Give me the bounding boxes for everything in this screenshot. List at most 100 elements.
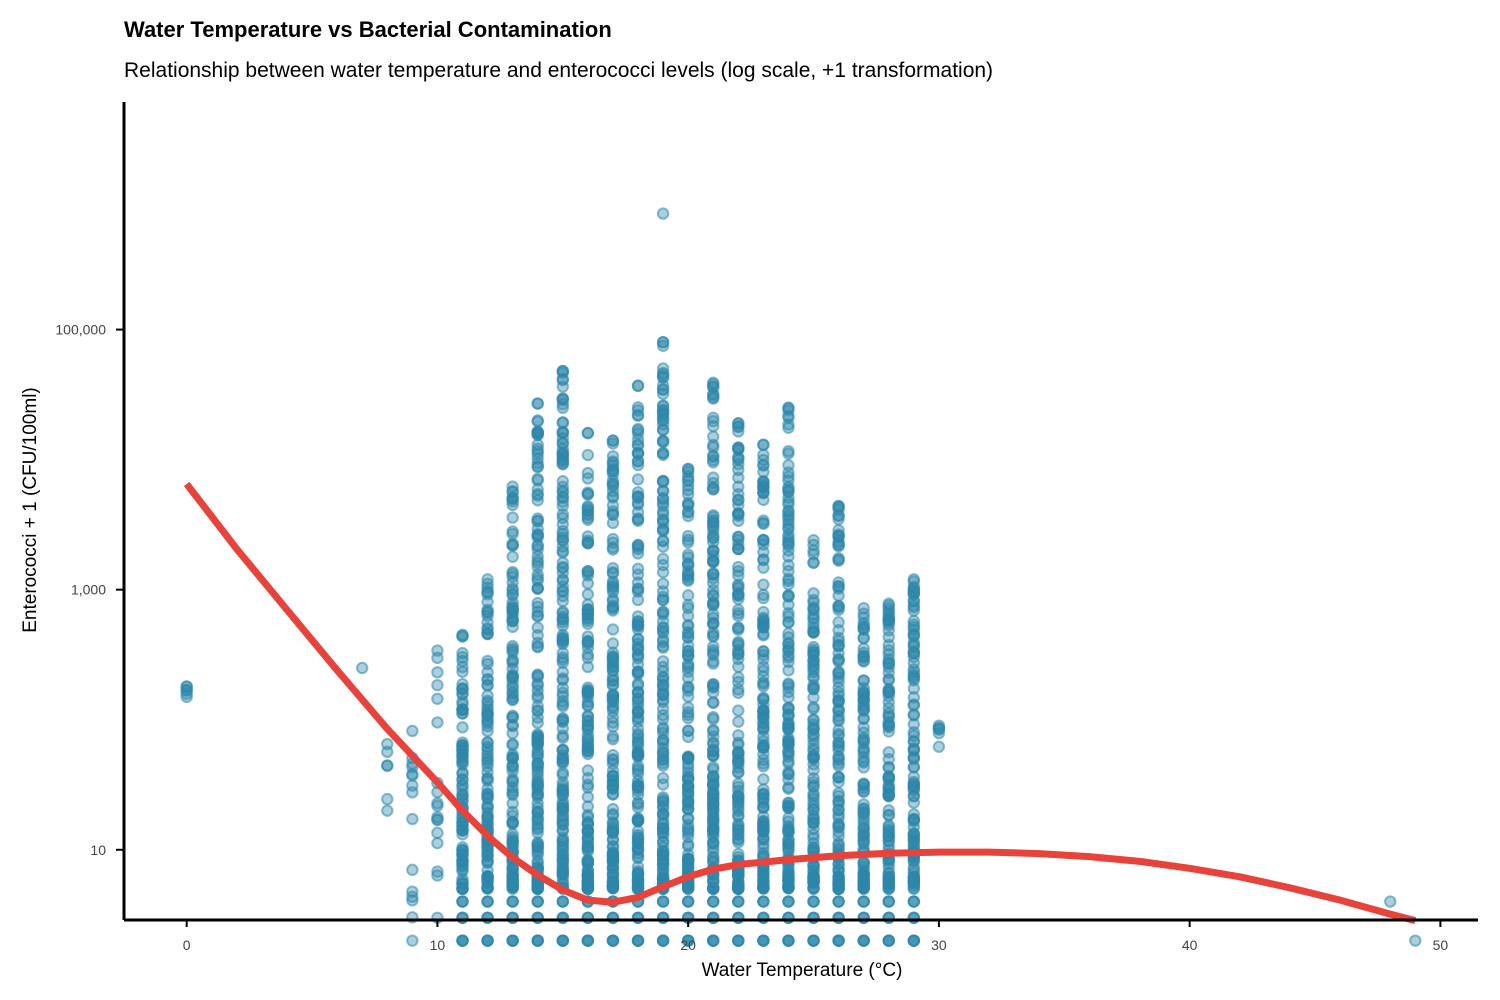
data-point <box>882 895 895 908</box>
data-point <box>732 729 745 742</box>
data-point <box>556 401 569 415</box>
data-point <box>481 573 494 586</box>
data-point <box>456 854 469 867</box>
data-point <box>832 757 845 770</box>
data-point <box>531 531 544 544</box>
data-point <box>606 577 620 590</box>
data-point <box>707 430 720 443</box>
data-point <box>782 895 795 908</box>
data-point <box>907 601 921 614</box>
data-point <box>556 714 569 727</box>
data-point <box>681 773 695 786</box>
data-point <box>381 792 394 806</box>
data-point <box>606 693 620 707</box>
data-point <box>556 561 569 575</box>
data-point <box>757 773 770 786</box>
data-point <box>707 841 720 854</box>
data-point <box>556 866 569 879</box>
data-point <box>882 770 895 784</box>
data-point <box>481 724 494 738</box>
data-point <box>857 602 870 615</box>
data-point <box>556 686 569 700</box>
data-point <box>631 782 645 795</box>
data-point <box>1384 895 1397 908</box>
data-point <box>807 534 820 547</box>
data-point <box>631 424 645 437</box>
data-point <box>707 710 720 724</box>
data-point <box>707 934 720 947</box>
data-point <box>681 690 695 703</box>
data-point <box>732 869 745 883</box>
data-point <box>656 605 670 618</box>
data-point <box>481 673 494 686</box>
data-point <box>581 603 595 617</box>
data-point <box>631 490 645 503</box>
data-point <box>481 806 494 820</box>
y-tick-label: 1,000 <box>71 582 106 598</box>
data-point <box>907 874 921 888</box>
data-point <box>656 800 670 813</box>
data-point <box>681 665 695 678</box>
data-point <box>757 493 770 507</box>
data-point <box>732 660 745 673</box>
data-point <box>857 811 870 824</box>
data-point <box>406 894 419 907</box>
data-point <box>782 637 795 650</box>
data-point <box>707 456 720 469</box>
data-point <box>757 846 770 860</box>
data-point <box>656 339 670 353</box>
data-point <box>581 881 595 894</box>
data-point <box>581 651 595 665</box>
data-point <box>907 860 921 874</box>
data-point <box>531 397 544 410</box>
data-point <box>631 836 645 850</box>
data-point <box>656 446 670 460</box>
data-point <box>882 648 895 661</box>
data-point <box>606 593 620 606</box>
data-point <box>782 572 795 585</box>
data-point <box>506 675 519 688</box>
data-point <box>656 499 670 512</box>
data-point <box>782 504 795 518</box>
data-point <box>656 593 670 607</box>
data-point <box>807 763 820 777</box>
data-point <box>581 695 595 708</box>
data-point <box>807 842 820 855</box>
data-point <box>531 704 544 718</box>
data-point <box>506 871 519 885</box>
data-point <box>857 700 870 713</box>
data-point <box>631 934 645 947</box>
data-point <box>857 856 870 869</box>
data-point <box>656 895 670 908</box>
data-point <box>656 635 670 649</box>
data-point <box>932 740 946 753</box>
data-point <box>732 560 745 574</box>
data-point <box>681 536 695 549</box>
data-point <box>481 772 494 785</box>
data-point <box>481 791 494 804</box>
data-point <box>732 603 745 617</box>
data-point <box>631 748 645 762</box>
data-point <box>506 642 519 655</box>
data-point <box>606 623 620 636</box>
data-point <box>782 590 795 603</box>
data-point <box>882 788 895 802</box>
data-point <box>556 508 569 521</box>
data-point <box>556 840 569 853</box>
data-point <box>481 895 494 908</box>
data-point <box>907 820 921 834</box>
data-point <box>782 747 795 761</box>
data-point <box>907 734 921 748</box>
data-point <box>757 453 770 467</box>
data-point <box>681 796 695 809</box>
data-point <box>581 934 595 947</box>
data-point <box>581 588 595 601</box>
data-point <box>556 651 569 664</box>
data-point <box>732 647 745 661</box>
data-point <box>631 514 645 527</box>
data-point <box>556 499 569 513</box>
data-point <box>681 574 695 587</box>
data-point <box>832 689 845 702</box>
data-point <box>606 604 620 617</box>
